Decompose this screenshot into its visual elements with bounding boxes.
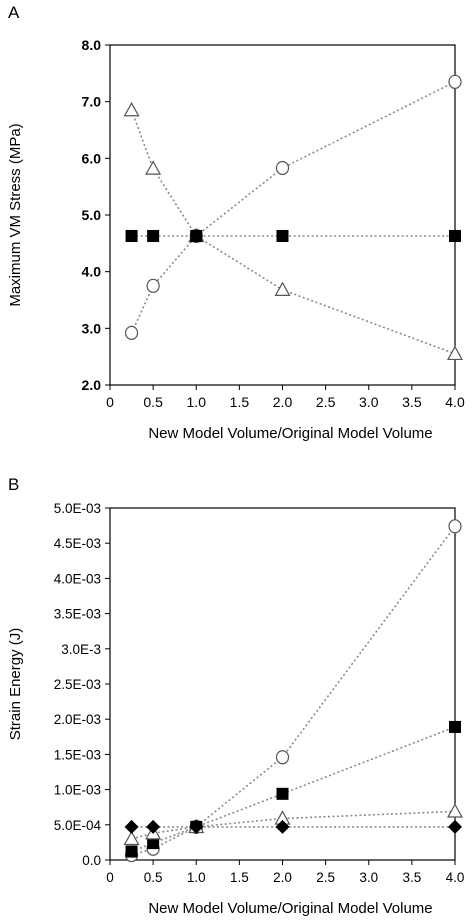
series-line: [130, 109, 456, 355]
x-axis-label: New Model Volume/Original Model Volume: [148, 425, 432, 442]
series-triangle: [123, 101, 464, 361]
data-point-square: [449, 720, 461, 733]
y-tick-label: 5.0E-03: [54, 501, 101, 516]
y-tick-label: 8.0: [82, 37, 102, 53]
y-tick-label: 4.5E-03: [54, 536, 101, 551]
data-point-square: [190, 229, 203, 242]
data-point-circle: [275, 160, 290, 176]
y-tick-label: 4.0E-03: [54, 571, 101, 586]
x-tick-label: 3.5: [402, 394, 422, 410]
series-square: [125, 229, 461, 242]
x-tick-label: 1.5: [230, 394, 250, 410]
data-point-diamond: [124, 819, 139, 834]
data-point-triangle: [446, 345, 464, 361]
y-tick-label: 5.0: [82, 207, 102, 223]
data-point-diamond: [189, 819, 204, 834]
data-point-diamond: [275, 819, 290, 834]
x-tick-label: 2.5: [316, 394, 336, 410]
y-tick-label: 2.0: [82, 377, 102, 393]
y-tick-label: 0.0: [82, 853, 101, 868]
data-point-circle: [448, 519, 462, 534]
data-point-triangle: [145, 160, 162, 175]
data-point-square: [449, 229, 461, 242]
data-point-circle: [146, 278, 160, 293]
series-circle: [124, 74, 462, 340]
y-tick-label: 7.0: [82, 94, 102, 110]
data-point-triangle: [123, 830, 140, 846]
plot-frame: [109, 44, 456, 386]
panel-label: B: [8, 475, 19, 494]
x-tick-label: 3.0: [359, 394, 379, 410]
y-axis-label: Strain Energy (J): [7, 628, 24, 741]
x-tick-label: 2.0: [273, 870, 292, 885]
data-point-square: [276, 787, 289, 800]
data-point-square: [125, 229, 138, 242]
series-triangle: [123, 803, 464, 846]
x-tick-label: 4.0: [446, 870, 465, 885]
x-tick-label: 3.0: [359, 870, 378, 885]
x-tick-label: 2.5: [316, 870, 335, 885]
x-tick-label: 0: [106, 870, 114, 885]
data-point-circle: [124, 325, 139, 340]
data-point-circle: [448, 74, 462, 89]
data-point-diamond: [146, 819, 161, 834]
y-tick-label: 1.5E-03: [54, 747, 101, 762]
chart-panel-b: B 0 0.5 1.0 1.5 2.0 2.5 3.0 3.5 4.0 0.0 5.0E-04 1.0E…: [7, 475, 464, 917]
x-tick-label: 2.0: [273, 394, 293, 410]
x-tick-label: 0.5: [143, 394, 163, 410]
x-tick-label: 0.5: [144, 870, 163, 885]
x-tick-label: 1.0: [187, 394, 207, 410]
x-tick-label: 1.0: [187, 870, 206, 885]
y-tick-label: 6.0: [82, 150, 102, 166]
chart-panel-a: A 0 0.5 1.0 1.5 2.0 2.5 3.0 3.5 4.0 2.0 3.0 4.0 5.0 6.…: [7, 3, 465, 442]
y-tick-label: 5.0E-04: [54, 818, 102, 833]
data-point-square: [147, 837, 160, 850]
x-tick-label: 3.5: [402, 870, 421, 885]
data-point-square: [276, 229, 289, 242]
series-circle: [124, 519, 462, 863]
y-axis-label: Maximum VM Stress (MPa): [7, 123, 24, 306]
plot-frame: [109, 507, 456, 861]
series-line: [130, 81, 456, 334]
y-tick-label: 1.0E-03: [54, 783, 101, 798]
y-tick-label: 4.0: [82, 264, 102, 280]
y-tick-label: 3.0: [82, 320, 102, 336]
y-tick-label: 3.5E-03: [54, 607, 101, 622]
panel-label: A: [8, 3, 20, 22]
data-point-circle: [275, 750, 290, 765]
series-line: [131, 726, 456, 853]
series-diamond: [124, 819, 462, 834]
series-square: [125, 720, 461, 858]
data-point-triangle: [274, 281, 291, 296]
y-tick-label: 2.5E-03: [54, 677, 101, 692]
x-tick-label: 0: [106, 394, 114, 410]
x-axis-label: New Model Volume/Original Model Volume: [148, 900, 432, 917]
data-point-triangle: [123, 101, 140, 117]
x-tick-label: 1.5: [230, 870, 249, 885]
y-tick-label: 3.0E-3: [61, 642, 101, 657]
y-tick-label: 2.0E-03: [54, 712, 101, 727]
data-point-square: [125, 845, 138, 858]
data-point-square: [147, 229, 160, 242]
x-tick-label: 4.0: [445, 394, 465, 410]
series-line: [131, 810, 456, 840]
data-point-triangle: [446, 803, 464, 818]
series-line: [131, 525, 456, 856]
data-point-diamond: [448, 819, 462, 834]
